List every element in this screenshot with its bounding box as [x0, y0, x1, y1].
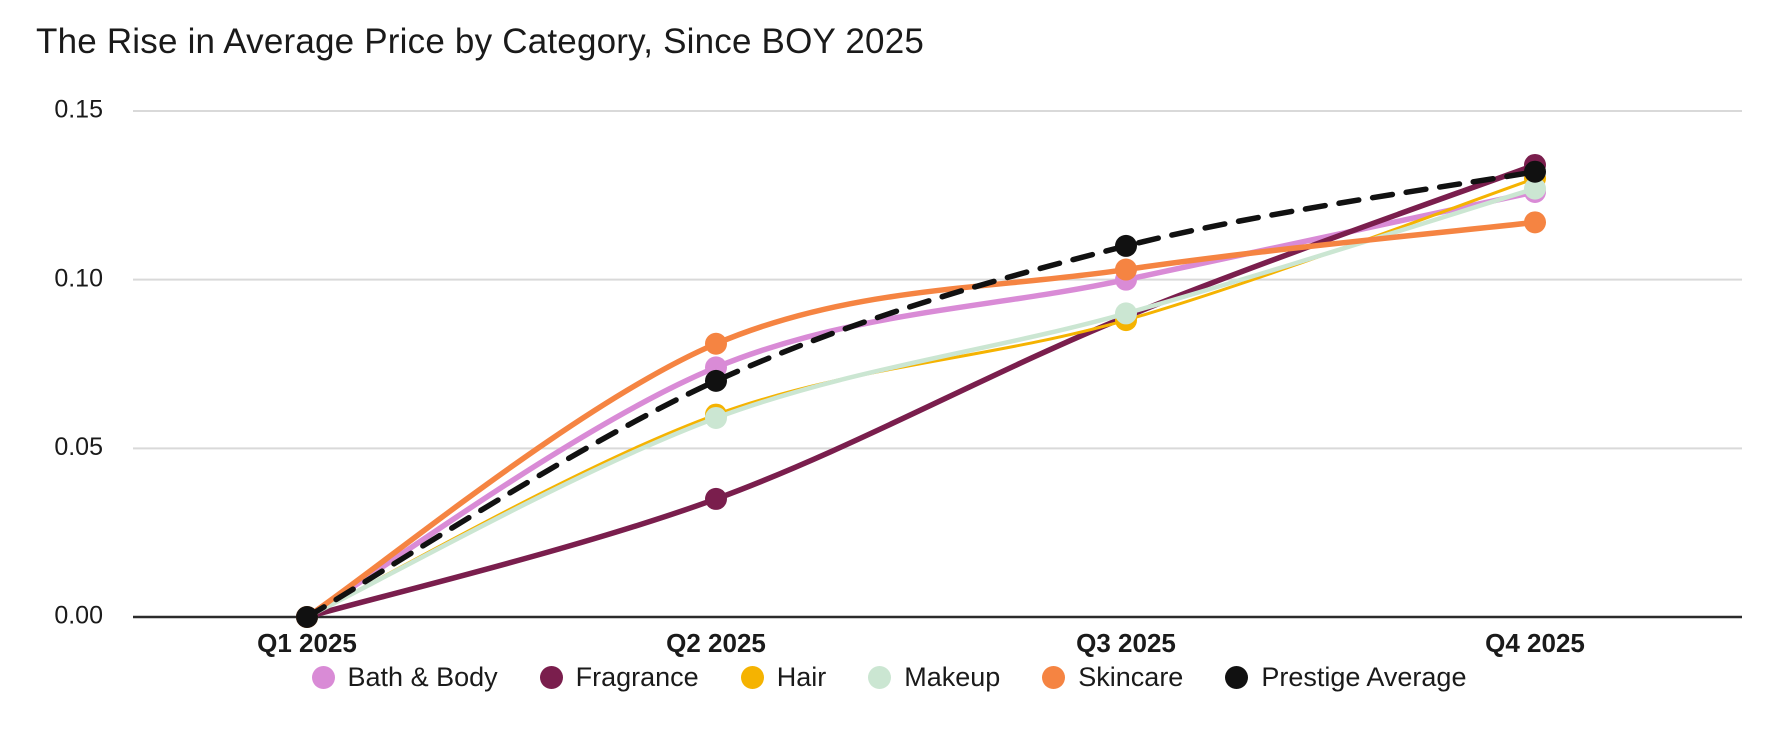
- legend-swatch-icon: [539, 666, 563, 689]
- data-point: [705, 369, 727, 392]
- x-tick-label: Q2 2025: [666, 628, 766, 658]
- x-tick-label: Q4 2025: [1485, 628, 1585, 658]
- legend-item-skincare: Skincare: [1042, 662, 1183, 693]
- data-point: [296, 606, 318, 628]
- legend-swatch-icon: [1042, 666, 1066, 689]
- series-line-fragrance: [304, 162, 1538, 620]
- legend-swatch-icon: [868, 666, 892, 689]
- data-point: [1115, 258, 1137, 281]
- legend-item-makeup: Makeup: [868, 662, 1000, 693]
- legend-label: Bath & Body: [347, 662, 498, 692]
- legend-item-hair: Hair: [740, 662, 827, 693]
- data-point: [1115, 302, 1137, 325]
- legend-label: Prestige Average: [1261, 662, 1467, 692]
- series-line-skincare: [304, 219, 1538, 620]
- y-tick-label: 0.10: [54, 264, 103, 292]
- data-point: [1524, 177, 1546, 200]
- legend-label: Makeup: [904, 662, 1001, 692]
- data-point: [705, 332, 727, 355]
- chart-legend: Bath & Body Fragrance Hair Makeup Skincare Pr…: [0, 662, 1778, 693]
- y-tick-label: 0.00: [54, 602, 103, 630]
- legend-swatch-icon: [1225, 666, 1249, 689]
- legend-swatch-icon: [311, 666, 335, 689]
- data-point: [1115, 234, 1137, 257]
- legend-item-bath-body: Bath & Body: [311, 662, 498, 693]
- legend-item-prestige-average: Prestige Average: [1225, 662, 1466, 693]
- legend-item-fragrance: Fragrance: [539, 662, 699, 693]
- series-line-bath-body: [304, 189, 1538, 620]
- y-tick-label: 0.15: [54, 96, 103, 124]
- data-point: [705, 487, 727, 510]
- data-point: [1524, 211, 1546, 234]
- legend-label: Hair: [776, 662, 827, 692]
- legend-label: Skincare: [1078, 662, 1184, 692]
- x-tick-label: Q3 2025: [1076, 628, 1176, 658]
- data-point: [1524, 160, 1546, 183]
- legend-swatch-icon: [740, 666, 764, 689]
- series-line-makeup: [304, 186, 1538, 620]
- legend-label: Fragrance: [575, 662, 699, 692]
- data-point: [705, 406, 727, 429]
- series-line-prestige-average: [304, 168, 1538, 620]
- x-tick-label: Q1 2025: [257, 628, 357, 658]
- y-tick-label: 0.05: [54, 433, 103, 461]
- chart-title: The Rise in Average Price by Category, S…: [36, 22, 925, 61]
